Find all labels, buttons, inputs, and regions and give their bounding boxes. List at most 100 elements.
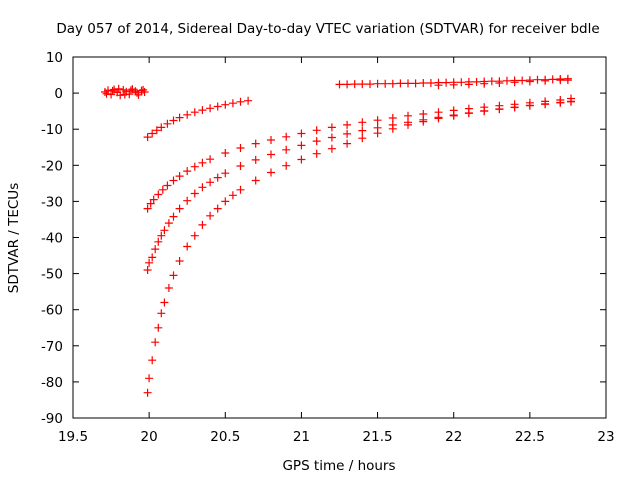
axis-ticks <box>72 56 607 419</box>
data-point <box>160 226 169 235</box>
data-point <box>297 141 306 150</box>
data-points <box>101 74 575 397</box>
data-point <box>221 169 230 178</box>
data-point <box>358 134 367 143</box>
data-point <box>163 181 172 190</box>
data-point <box>198 183 207 192</box>
data-point <box>327 144 336 153</box>
data-point <box>236 144 245 152</box>
data-point <box>108 86 117 95</box>
data-point <box>244 96 253 105</box>
data-point <box>190 189 199 198</box>
data-point <box>267 168 275 177</box>
y-tick-label: -50 <box>41 267 63 283</box>
data-point <box>183 110 192 119</box>
data-point <box>297 129 306 138</box>
data-point <box>449 80 458 89</box>
data-point <box>312 149 321 158</box>
x-tick-label: 23 <box>597 429 614 445</box>
data-point <box>495 79 504 87</box>
data-point <box>388 79 397 88</box>
data-point <box>157 123 166 132</box>
data-point <box>151 338 160 347</box>
data-point <box>148 253 157 262</box>
data-point <box>282 161 291 170</box>
data-point <box>143 204 152 213</box>
series-arc-3 <box>143 97 575 274</box>
data-point <box>228 191 237 200</box>
x-tick-label: 21.5 <box>363 429 393 445</box>
data-point <box>236 185 245 194</box>
y-tick-label: -70 <box>41 339 63 355</box>
data-point <box>175 257 184 265</box>
data-point <box>533 75 542 84</box>
data-point <box>236 97 245 106</box>
data-point <box>175 172 184 181</box>
y-tick-label: -10 <box>41 122 63 138</box>
data-point <box>518 76 527 85</box>
data-point <box>175 113 184 122</box>
data-point <box>164 284 173 292</box>
data-point <box>282 145 291 154</box>
data-point <box>267 150 275 159</box>
data-point <box>169 271 178 280</box>
data-point <box>525 101 534 110</box>
data-point <box>175 204 184 213</box>
data-point <box>148 129 157 138</box>
data-point <box>426 79 435 87</box>
data-point <box>510 78 519 87</box>
y-tick-label: -20 <box>41 158 63 174</box>
data-point <box>480 79 489 88</box>
data-point <box>327 133 336 142</box>
data-point <box>213 204 222 213</box>
data-point <box>169 176 178 185</box>
series-arc-4 <box>143 97 575 397</box>
x-tick-label: 19.5 <box>58 429 88 445</box>
data-point <box>213 102 222 111</box>
data-point <box>143 133 152 142</box>
data-point <box>373 79 382 88</box>
data-point <box>102 89 111 98</box>
data-point <box>434 81 443 90</box>
data-point <box>541 76 550 85</box>
x-tick-label: 20 <box>141 429 158 445</box>
y-tick-label: -30 <box>41 194 63 210</box>
data-point <box>198 106 207 115</box>
data-point <box>487 77 496 86</box>
data-point <box>163 119 172 128</box>
data-point <box>358 80 367 89</box>
axis-tick-labels: 19.5 20 20.5 21 21.5 22 22.5 23 10 0 -10 -20 -30 -40 -… <box>41 50 615 445</box>
x-tick-label: 21 <box>293 429 310 445</box>
data-point <box>126 86 135 95</box>
chart-title: Day 057 of 2014, Sidereal Day-to-day VTE… <box>56 21 599 37</box>
data-point <box>556 76 565 85</box>
data-point <box>154 323 163 332</box>
data-point <box>183 167 192 176</box>
data-point <box>190 108 199 117</box>
data-point <box>236 162 245 170</box>
data-point <box>343 120 352 129</box>
data-point <box>206 211 215 220</box>
data-point <box>148 356 157 365</box>
data-point <box>183 242 192 251</box>
data-point <box>373 129 382 138</box>
series-cluster-near-zero <box>101 84 149 100</box>
data-point <box>297 155 306 164</box>
data-point <box>472 77 481 86</box>
data-point <box>312 137 321 146</box>
data-point <box>143 266 152 274</box>
data-point <box>343 80 352 89</box>
data-point <box>120 90 129 99</box>
data-point <box>190 162 199 171</box>
data-point <box>464 80 473 89</box>
data-point <box>480 107 489 116</box>
data-point <box>548 75 557 84</box>
y-tick-label: -60 <box>41 303 63 319</box>
data-point <box>358 118 367 127</box>
data-point <box>221 149 230 157</box>
data-point <box>206 178 215 187</box>
series-upper-band <box>335 74 572 90</box>
data-point <box>169 212 178 221</box>
data-point <box>442 78 451 87</box>
data-point <box>366 80 374 89</box>
